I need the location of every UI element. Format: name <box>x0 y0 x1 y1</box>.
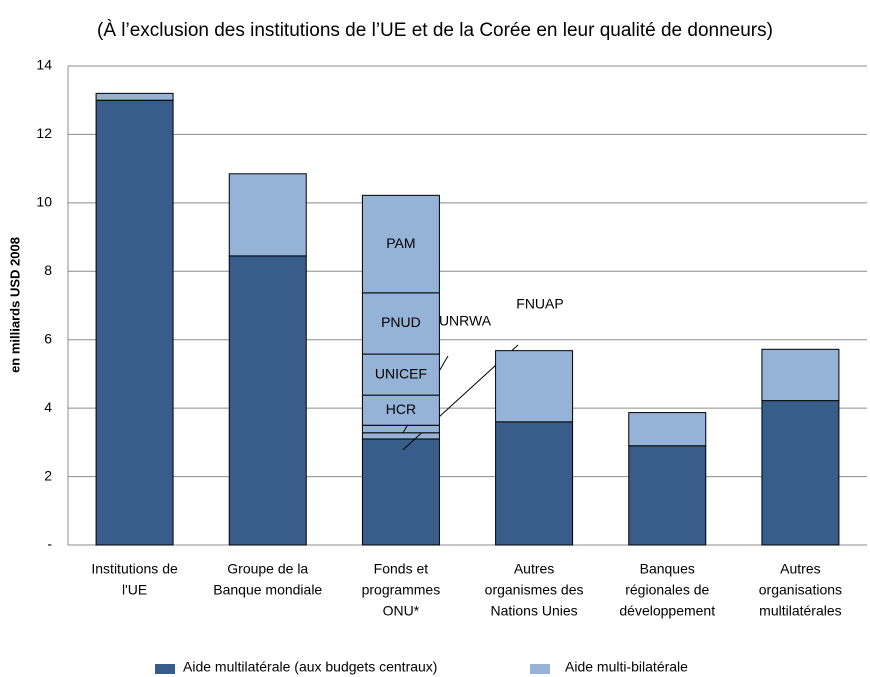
x-tick-label: Banques <box>640 561 695 577</box>
legend-swatch <box>155 664 175 674</box>
bar-segment <box>628 412 707 447</box>
y-tick-label: 14 <box>36 57 52 73</box>
legend-swatch <box>530 664 550 674</box>
x-tick-label: développement <box>619 603 715 619</box>
segment-label: PNUD <box>381 314 421 330</box>
y-tick-label: 2 <box>44 467 52 483</box>
x-tick-label: organismes des <box>485 582 584 598</box>
x-tick-label: Autres <box>514 561 554 577</box>
callout-label: UNRWA <box>439 313 492 329</box>
bar-segment <box>361 432 440 440</box>
bar-segment <box>95 99 174 546</box>
x-tick-label: Nations Unies <box>491 603 578 619</box>
chart-title: (À l’exclusion des institutions de l’UE … <box>97 20 773 41</box>
y-tick-label: 12 <box>36 125 52 141</box>
y-tick-label: 6 <box>44 330 52 346</box>
bar-segment <box>361 424 440 434</box>
bar-segment <box>495 350 574 423</box>
x-tick-label: Banque mondiale <box>213 582 322 598</box>
bar-segment <box>95 92 174 101</box>
segment-label: UNICEF <box>375 365 427 381</box>
x-tick-label: multilatérales <box>759 603 841 619</box>
x-tick-label: organisations <box>759 582 842 598</box>
x-tick-label: Autres <box>780 561 820 577</box>
bar-segment <box>495 421 574 546</box>
x-tick-label: Fonds et <box>374 561 429 577</box>
x-tick-label: programmes <box>362 582 441 598</box>
y-tick-label: 4 <box>44 399 52 415</box>
callout-label: FNUAP <box>516 296 563 312</box>
x-tick-label: l'UE <box>122 582 147 598</box>
bar-segment <box>228 255 307 546</box>
x-tick-label: Groupe de la <box>227 561 308 577</box>
legend-label: Aide multilatérale (aux budgets centraux… <box>183 659 437 675</box>
bar-segment <box>628 445 707 546</box>
x-tick-label: régionales de <box>625 582 709 598</box>
bar-segment <box>761 348 840 402</box>
bar-segment <box>361 394 440 426</box>
x-tick-label: Institutions de <box>91 561 178 577</box>
y-tick-label: - <box>47 536 52 552</box>
legend-label: Aide multi-bilatérale <box>565 659 688 675</box>
bar-segment <box>228 173 307 257</box>
bar-segment <box>361 438 440 546</box>
x-tick-label: ONU* <box>383 603 420 619</box>
y-axis-label: en milliards USD 2008 <box>7 237 22 373</box>
bar-segment <box>361 353 440 396</box>
bar-segment <box>361 292 440 355</box>
segment-label: PAM <box>386 235 415 251</box>
y-tick-label: 10 <box>36 194 52 210</box>
bar-segment <box>361 194 440 294</box>
y-tick-label: 8 <box>44 262 52 278</box>
segment-label: HCR <box>386 401 416 417</box>
bar-segment <box>761 400 840 546</box>
